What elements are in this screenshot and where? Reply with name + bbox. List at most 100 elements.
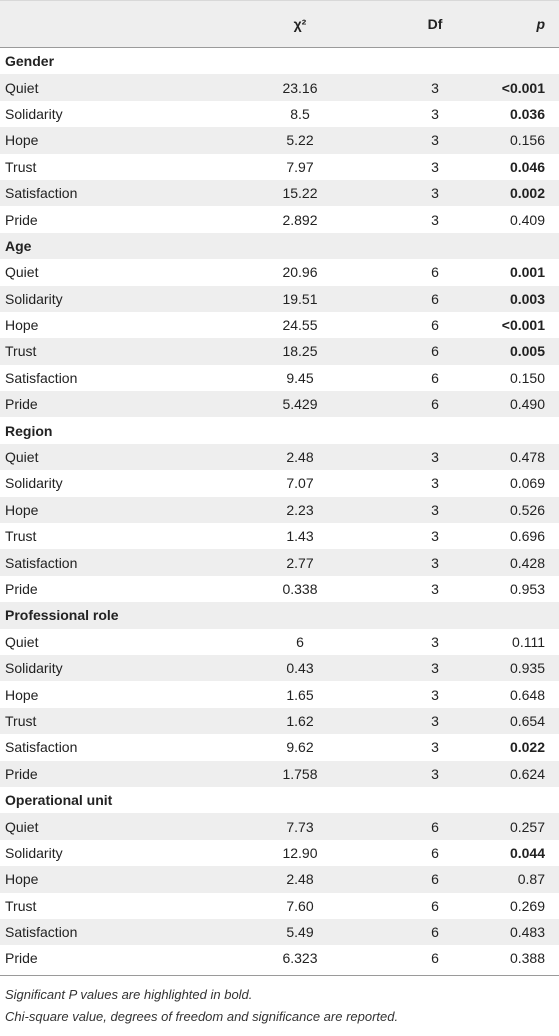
row-df: 6: [431, 264, 439, 281]
row-p-value: 0.478: [509, 449, 545, 466]
header-df: Df: [427, 16, 443, 32]
table-row: Trust 18.25 6 0.005: [0, 338, 559, 365]
table-row: Pride 2.892 3 0.409: [0, 206, 559, 232]
row-df: 6: [431, 897, 439, 914]
row-df: 3: [431, 132, 439, 149]
group-name: Operational unit: [5, 792, 113, 809]
row-chi-square: 15.22: [282, 185, 318, 202]
row-chi-square: 9.45: [286, 369, 314, 386]
row-chi-square: 5.22: [286, 132, 314, 149]
row-chi-square: 1.43: [286, 528, 314, 545]
row-label: Satisfaction: [5, 924, 78, 941]
row-chi-square: 0.338: [282, 581, 318, 597]
row-label: Hope: [5, 686, 39, 703]
row-label: Trust: [5, 897, 37, 914]
row-p-value: 0.005: [509, 343, 545, 360]
row-chi-square: 7.07: [286, 475, 314, 492]
row-df: 3: [431, 79, 439, 96]
row-df: 6: [431, 950, 439, 967]
row-p-value: 0.654: [509, 712, 545, 729]
row-p-value: <0.001: [501, 317, 545, 334]
row-p-value: <0.001: [501, 79, 545, 96]
row-p-value: 0.150: [509, 369, 545, 386]
row-label: Trust: [5, 158, 37, 175]
table-row: Hope 1.65 3 0.648: [0, 681, 559, 707]
row-p-value: 0.001: [509, 264, 545, 281]
row-df: 3: [431, 449, 439, 466]
row-p-value: 0.046: [509, 158, 545, 175]
table-row: Quiet 23.16 3 <0.001: [0, 74, 559, 101]
row-df: 3: [431, 528, 439, 545]
table-row: Satisfaction 15.22 3 0.002: [0, 179, 559, 207]
row-df: 6: [431, 818, 439, 835]
row-label: Trust: [5, 528, 37, 545]
table-row: Quiet 7.73 6 0.257: [0, 813, 559, 840]
group-header-row: Region: [0, 417, 559, 443]
row-df: 3: [431, 686, 439, 703]
table-row: Hope 5.22 3 0.156: [0, 127, 559, 154]
row-label: Solidarity: [5, 105, 63, 122]
row-p-value: 0.111: [512, 633, 545, 650]
row-label: Satisfaction: [5, 739, 78, 756]
row-chi-square: 8.5: [290, 105, 310, 122]
row-label: Hope: [5, 501, 39, 518]
row-label: Pride: [5, 765, 38, 782]
row-label: Quiet: [5, 633, 39, 650]
table-row: Solidarity 12.90 6 0.044: [0, 840, 559, 866]
row-chi-square: 5.49: [286, 924, 314, 941]
row-p-value: 0.003: [509, 290, 545, 307]
row-df: 6: [431, 871, 439, 888]
table-row: Trust 7.60 6 0.269: [0, 893, 559, 919]
row-chi-square: 7.60: [286, 897, 314, 914]
row-p-value: 0.156: [509, 132, 545, 149]
row-chi-square: 2.77: [286, 554, 314, 571]
row-df: 3: [431, 185, 439, 202]
row-p-value: 0.624: [509, 765, 545, 782]
row-p-value: 0.696: [509, 528, 545, 545]
row-df: 3: [431, 581, 439, 597]
table-row: Satisfaction 2.77 3 0.428: [0, 549, 559, 576]
row-df: 3: [431, 739, 439, 756]
row-label: Satisfaction: [5, 185, 78, 202]
row-p-value: 0.935: [509, 660, 545, 677]
row-label: Hope: [5, 132, 39, 149]
row-label: Quiet: [5, 264, 39, 281]
row-chi-square: 2.892: [282, 211, 318, 228]
group-header-row: Age: [0, 232, 559, 260]
row-chi-square: 7.97: [286, 158, 314, 175]
row-p-value: 0.526: [509, 501, 545, 518]
table-row: Pride 0.338 3 0.953: [0, 576, 559, 602]
row-chi-square: 6: [296, 633, 304, 650]
row-p-value: 0.953: [509, 581, 545, 597]
row-label: Quiet: [5, 79, 39, 96]
row-label: Quiet: [5, 449, 39, 466]
row-df: 3: [431, 554, 439, 571]
table-row: Solidarity 7.07 3 0.069: [0, 470, 559, 496]
row-chi-square: 18.25: [282, 343, 318, 360]
group-name: Age: [5, 237, 32, 254]
table-row: Quiet 20.96 6 0.001: [0, 259, 559, 285]
row-p-value: 0.257: [509, 818, 545, 835]
row-label: Pride: [5, 396, 38, 413]
row-label: Hope: [5, 871, 39, 888]
row-df: 6: [431, 369, 439, 386]
row-p-value: 0.648: [509, 686, 545, 703]
row-df: 3: [431, 105, 439, 122]
group-name: Professional role: [5, 607, 119, 624]
row-df: 3: [431, 211, 439, 228]
group-name: Gender: [5, 53, 55, 70]
row-chi-square: 7.73: [286, 818, 314, 835]
table-row: Trust 1.62 3 0.654: [0, 707, 559, 735]
row-chi-square: 2.48: [286, 449, 314, 466]
row-chi-square: 9.62: [286, 739, 314, 756]
row-p-value: 0.022: [509, 739, 545, 756]
table-notes: Significant P values are highlighted in …: [0, 976, 559, 1028]
row-label: Satisfaction: [5, 554, 78, 571]
row-p-value: 0.490: [509, 396, 545, 413]
table-row: Quiet 6 3 0.111: [0, 629, 559, 655]
row-label: Trust: [5, 712, 37, 729]
row-p-value: 0.483: [509, 924, 545, 941]
table-row: Pride 5.429 6 0.490: [0, 391, 559, 418]
group-header-row: Operational unit: [0, 787, 559, 813]
